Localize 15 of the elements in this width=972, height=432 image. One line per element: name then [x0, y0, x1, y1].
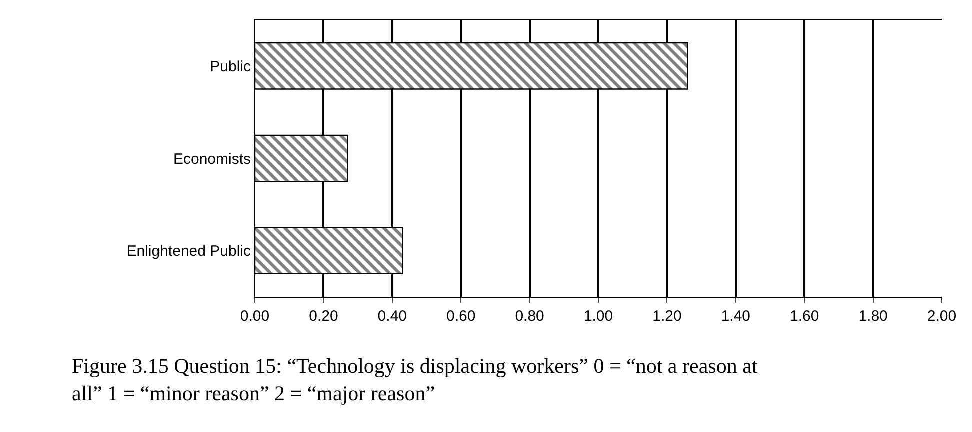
x-tick-label: 1.00 — [584, 308, 614, 325]
x-tick-label: 0.20 — [309, 308, 338, 325]
x-tick-label: 1.60 — [790, 308, 820, 325]
x-tick-label: 2.00 — [927, 308, 957, 325]
y-tick-label: Economists — [173, 150, 251, 168]
y-tick-label: Public — [210, 58, 252, 76]
x-tick-label: 0.80 — [515, 308, 544, 325]
x-tick-label: 0.60 — [446, 308, 476, 325]
x-tick-label: 1.40 — [721, 308, 750, 325]
x-tick-label: 0.00 — [240, 308, 270, 325]
y-tick-label: Enlightened Public — [126, 243, 252, 260]
x-tick-label: 1.20 — [652, 308, 682, 325]
x-tick-label: 1.80 — [858, 308, 888, 325]
x-tick-label: 0.40 — [378, 308, 407, 325]
caption: Figure 3.15 Question 15: “Technology is displacing workers” 0 = “not a reason at all” 1 = “minor reason” 2 = “major reason” — [72, 354, 758, 406]
